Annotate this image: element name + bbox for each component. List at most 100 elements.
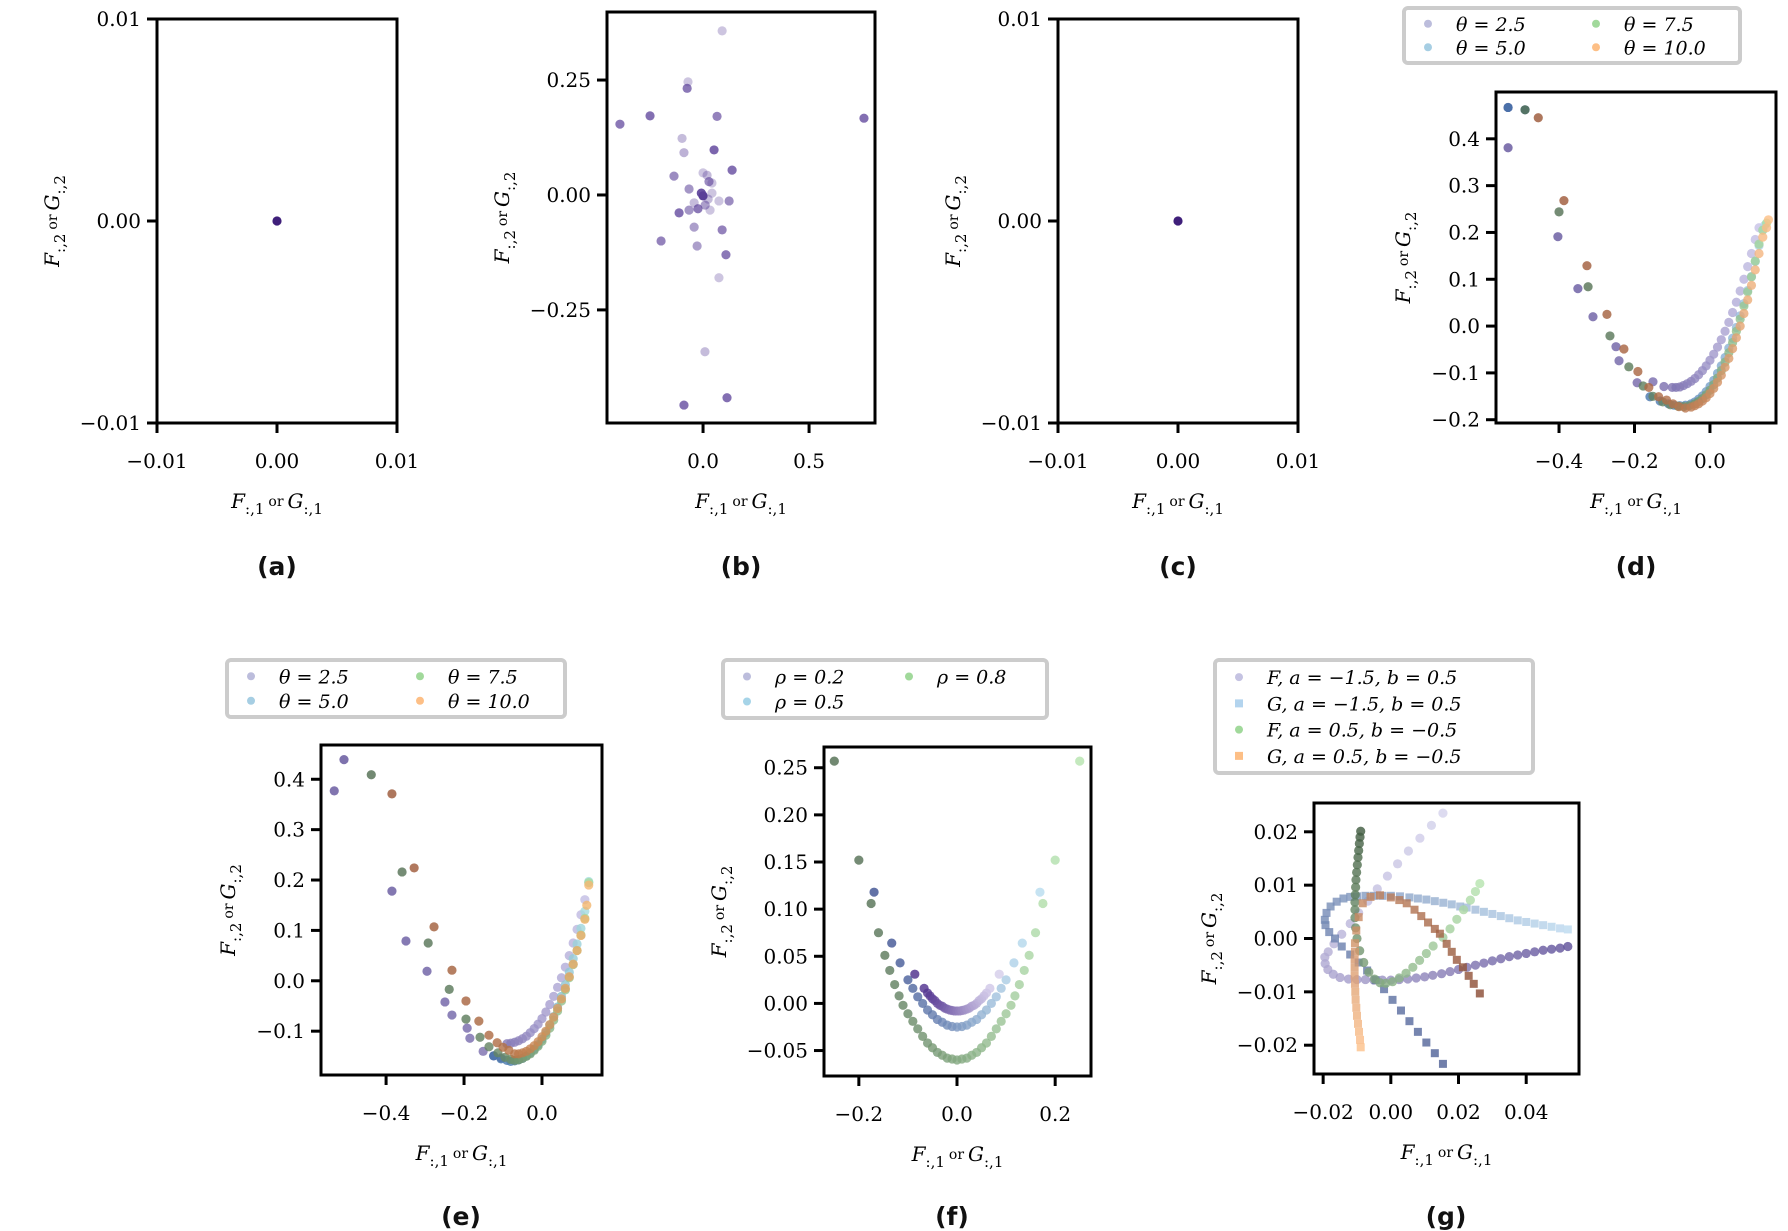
data-point xyxy=(545,1020,555,1030)
data-point xyxy=(1386,893,1395,902)
data-point xyxy=(440,997,450,1007)
x-axis-label: F:,1 or G:,1 xyxy=(230,489,323,518)
data-point xyxy=(1428,941,1438,951)
legend-marker xyxy=(1592,43,1600,52)
data-point xyxy=(1352,926,1361,935)
data-point xyxy=(1426,820,1437,831)
x-axis-label-sub1: :,1 xyxy=(709,500,728,518)
y-axis-label-var2: G xyxy=(216,883,240,899)
data-point xyxy=(674,208,684,218)
data-point xyxy=(1405,893,1414,902)
data-point xyxy=(1716,335,1726,345)
x-axis-label-var2: G xyxy=(968,1142,984,1166)
data-point xyxy=(1654,392,1664,402)
legend: θ = 2.5θ = 5.0 θ = 7.5θ = 10.0 xyxy=(1402,6,1742,65)
data-point xyxy=(981,1005,992,1015)
data-point xyxy=(1358,899,1367,908)
series-2 xyxy=(1520,105,1772,412)
data-point xyxy=(1009,958,1019,968)
x-tick-label: −0.2 xyxy=(1610,449,1659,473)
data-point xyxy=(1611,342,1621,352)
x-axis-label-sub1: :,1 xyxy=(926,1153,945,1171)
data-point xyxy=(1001,1009,1011,1019)
data-point xyxy=(707,178,717,188)
legend-marker xyxy=(743,697,751,706)
x-tick-label: −0.4 xyxy=(362,1101,411,1125)
data-point xyxy=(1352,1003,1361,1012)
y-axis-label-or: or xyxy=(712,905,728,920)
data-point xyxy=(1728,343,1738,354)
data-point xyxy=(1522,917,1531,926)
data-point xyxy=(1050,855,1060,865)
data-point xyxy=(913,1024,923,1034)
data-point xyxy=(1521,948,1531,959)
data-point xyxy=(1350,979,1359,988)
data-point xyxy=(1763,215,1774,225)
data-point xyxy=(1731,333,1741,343)
series-0 xyxy=(910,969,1004,1016)
data-point xyxy=(1024,950,1034,960)
data-point xyxy=(1438,808,1448,818)
data-point xyxy=(1573,284,1583,294)
data-point xyxy=(475,1032,485,1042)
data-point xyxy=(645,111,655,121)
data-point xyxy=(1387,977,1398,987)
data-point xyxy=(1475,878,1485,889)
data-point xyxy=(1395,896,1404,905)
series-0 xyxy=(1173,216,1183,226)
data-point xyxy=(1438,1059,1447,1068)
x-axis-label-var1: F xyxy=(911,1142,927,1166)
y-axis-label: F:,2orG:,2 xyxy=(216,864,245,957)
data-point xyxy=(1743,262,1753,272)
data-point xyxy=(1479,907,1488,916)
x-tick-label: 0.0 xyxy=(941,1102,973,1126)
data-point xyxy=(1010,991,1020,1001)
data-point xyxy=(1410,905,1419,914)
data-point xyxy=(1380,985,1389,994)
y-axis-label-var2: G xyxy=(1391,231,1415,247)
data-point xyxy=(556,994,567,1004)
data-point xyxy=(1743,295,1753,305)
legend-frame xyxy=(1213,658,1535,775)
data-point xyxy=(422,966,432,976)
x-tick-label: −0.2 xyxy=(440,1101,489,1125)
data-point xyxy=(1619,344,1629,354)
data-point xyxy=(1513,916,1522,925)
data-point xyxy=(1758,232,1768,242)
data-point xyxy=(1470,960,1481,970)
y-axis-label-sub2: :,2 xyxy=(51,175,69,194)
y-tick-label: −0.2 xyxy=(1431,408,1480,432)
data-point xyxy=(1335,972,1345,983)
data-point xyxy=(717,225,727,235)
legend-frame xyxy=(721,658,1049,720)
data-point xyxy=(1712,342,1723,352)
legend-label: θ = 7.5 xyxy=(448,666,518,688)
data-point xyxy=(887,938,897,948)
data-point xyxy=(366,770,376,780)
y-axis-label-sub1: :,2 xyxy=(501,230,519,249)
data-point xyxy=(880,950,890,960)
data-point xyxy=(1366,892,1375,901)
data-point xyxy=(1351,882,1361,892)
data-point xyxy=(1761,223,1772,233)
y-axis-label-var1: F xyxy=(941,252,965,268)
data-point xyxy=(1402,899,1411,908)
y-tick-label: 0.25 xyxy=(546,68,591,92)
x-axis-label-var1: F xyxy=(1400,1140,1416,1164)
data-point xyxy=(1375,891,1384,900)
data-point xyxy=(1746,248,1757,259)
data-point xyxy=(1038,898,1048,909)
series-0 xyxy=(615,26,869,410)
series-0 xyxy=(272,216,282,226)
y-axis-label-or: or xyxy=(221,903,237,918)
data-point xyxy=(1422,895,1431,904)
data-point xyxy=(1352,860,1362,870)
data-point xyxy=(1445,924,1455,934)
data-point xyxy=(1014,979,1024,990)
data-point xyxy=(994,969,1004,979)
data-point xyxy=(1458,905,1469,915)
data-point xyxy=(913,992,923,1002)
x-axis-label-var1: F xyxy=(230,489,246,513)
data-point xyxy=(1356,1043,1365,1052)
data-point xyxy=(1530,919,1539,928)
